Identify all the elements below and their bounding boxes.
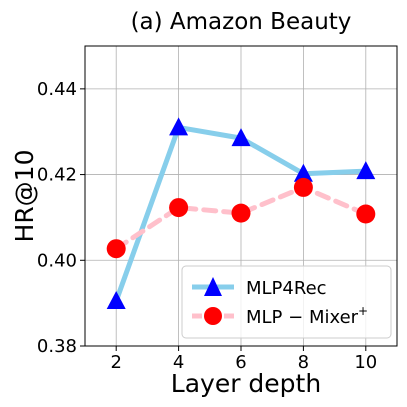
x-tick-label: 8 (298, 352, 309, 373)
legend: MLP4Rec MLP − Mixer+ (181, 265, 392, 339)
legend-label-mlp4rec: MLP4Rec (246, 278, 327, 299)
legend-label-mlp-mixer-sup: + (358, 304, 368, 318)
data-point-triangle (356, 161, 376, 180)
data-point-circle (356, 204, 376, 224)
y-axis-label: HR@10 (10, 150, 39, 243)
data-point-triangle (106, 291, 126, 309)
data-point-triangle (231, 128, 251, 147)
x-axis-label: Layer depth (171, 369, 321, 398)
data-point-circle (106, 239, 126, 259)
legend-box (181, 265, 392, 339)
x-tick-label: 2 (110, 352, 121, 373)
series-line-1 (113, 184, 369, 252)
y-tick-label: 0.38 (37, 336, 77, 357)
data-point-triangle (169, 117, 189, 136)
x-tick-label: 10 (354, 352, 377, 373)
series-markers (106, 117, 376, 309)
legend-label-mlp-mixer: MLP − Mixer+ (246, 304, 368, 328)
data-point-triangle (293, 163, 313, 182)
data-point-circle (293, 177, 313, 197)
legend-circle-icon (204, 307, 222, 325)
y-tick-label: 0.44 (37, 79, 77, 100)
y-tick-label: 0.40 (37, 250, 77, 271)
y-tick-label: 0.42 (37, 165, 77, 186)
chart-title: (a) Amazon Beauty (131, 9, 352, 35)
data-point-circle (169, 198, 189, 218)
x-tick-label: 4 (173, 352, 184, 373)
legend-triangle-icon (204, 277, 222, 296)
x-tick-label: 6 (235, 352, 246, 373)
x-axis-ticks: 2 4 6 8 10 (110, 346, 377, 373)
data-point-circle (231, 203, 251, 223)
legend-label-mlp-mixer-main: MLP − Mixer (246, 307, 359, 328)
y-axis-ticks: 0.38 0.40 0.42 0.44 (37, 79, 85, 357)
